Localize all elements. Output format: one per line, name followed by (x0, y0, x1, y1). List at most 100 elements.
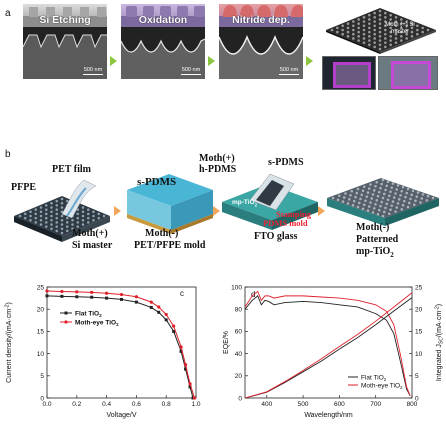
x-tick-label: 1.0 (191, 401, 200, 408)
legend-label: Moth-eye TiO2 (75, 320, 119, 328)
y-tick-label: 80 (235, 307, 243, 314)
data-point (105, 291, 109, 295)
pet-pfpe-mold-label: PET/PFPE mold (134, 240, 206, 251)
pfpe-peel-illustration (14, 179, 110, 242)
y2-tick-label: 10 (415, 351, 423, 358)
data-point (60, 294, 64, 298)
panel-c-letter: c (180, 289, 184, 298)
x-tick-label: 0.0 (42, 401, 51, 408)
plot-frame (244, 286, 413, 399)
oxidation-scale-bar: 500 nm (181, 67, 201, 75)
jv-chart: c 0.0 0.2 0.4 0.6 0.8 1.0 0 5 10 15 20 25 Voltage/V Cu… (5, 284, 201, 419)
data-point (179, 349, 183, 353)
si-etching-schematic: Si Etching (23, 4, 107, 27)
moth-master-3d-illustration (326, 8, 436, 54)
nitride-stage: Nitride dep. 500 nm (219, 4, 303, 79)
x-tick-label: 700 (370, 401, 381, 408)
x-tick-label: 0.6 (132, 401, 141, 408)
panel-d-letter: d (251, 290, 255, 299)
arrow-icon (306, 56, 313, 66)
y-tick-label: 15 (37, 329, 45, 336)
x-tick-label: 400 (261, 401, 272, 408)
nitride-label: Nitride dep. (232, 14, 290, 26)
arrow-icon (213, 206, 220, 216)
y-axis-label: Current density/(mA·cm-2) (5, 302, 14, 383)
nitride-sem-image: 500 nm (219, 27, 303, 79)
panel-a-letter: a (5, 8, 11, 19)
data-point (172, 329, 176, 333)
y-tick-label: 10 (37, 351, 45, 358)
y2-tick-label: 20 (415, 307, 423, 314)
y-tick-label: 100 (231, 284, 242, 291)
patterned-label: Patterned (356, 234, 399, 245)
x-tick-label: 0.4 (102, 401, 111, 408)
pdms-on-mold-illustration (127, 174, 213, 234)
panel-b-letter: b (5, 149, 11, 160)
arrow-icon (110, 56, 117, 66)
x-axis-label: Wavelength/nm (304, 412, 353, 419)
stamping-illustration (222, 173, 318, 230)
patterned-tio2-illustration (327, 178, 439, 226)
data-point (164, 318, 168, 322)
y2-tick-label: 25 (415, 284, 423, 291)
nitride-scale-bar: 500 nm (279, 67, 299, 75)
oxidation-sem-image: 500 nm (121, 27, 205, 79)
data-point (45, 289, 49, 293)
moth-master-label: Moth (+) Si master (385, 22, 415, 35)
data-point (75, 295, 79, 299)
si-etching-sem-image: 500 nm (23, 27, 107, 79)
series-line-0 (244, 295, 411, 396)
legend-marker (64, 311, 68, 315)
plot-frame (46, 286, 197, 399)
data-point (105, 296, 109, 300)
data-point (134, 300, 138, 304)
data-point (90, 295, 94, 299)
moth-si-master: Moth (+) Si master (318, 4, 442, 90)
y-tick-label: 40 (235, 351, 243, 358)
data-point (149, 305, 153, 309)
nitride-schematic: Nitride dep. (219, 4, 303, 27)
mp-tio2-layer-label: mp-TiO2 (232, 199, 258, 208)
data-point (184, 367, 188, 371)
data-point (172, 324, 176, 328)
arrow-icon (114, 206, 121, 216)
y-tick-label: 0 (40, 395, 44, 402)
arrow-icon (318, 206, 325, 216)
si-etching-stage: Si Etching 500 nm (23, 4, 107, 79)
y-tick-label: 20 (235, 373, 243, 380)
y-tick-label: 60 (235, 329, 243, 336)
moth-plus-h-pdms-label-1: Moth(+) (199, 153, 235, 164)
si-master-label: Si master (72, 240, 113, 251)
y-axis-label: EQE/% (223, 331, 230, 354)
y-tick-label: 20 (37, 307, 45, 314)
data-point (192, 396, 197, 400)
series-line-2 (244, 297, 413, 399)
legend-label: Flat TiO2 (75, 311, 102, 319)
data-point (75, 290, 79, 294)
legend-label: Moth-eye TiO2 (361, 383, 403, 391)
x-tick-label: 600 (334, 401, 345, 408)
data-point (45, 294, 49, 298)
data-point (90, 290, 94, 294)
y2-axis-label: Integrated JSC/(mA·cm-2) (435, 304, 445, 381)
moth-minus-label: Moth(-) (145, 228, 179, 239)
data-point (188, 385, 192, 389)
s-pdms-label-2: s-PDMS (268, 157, 304, 168)
oxidation-stage: Oxidation 500 nm (121, 4, 205, 79)
data-point (179, 345, 183, 349)
h-pdms-label: h-PDMS (199, 164, 237, 175)
data-point (120, 297, 123, 301)
pdms-mold-label: PDMS mold (263, 218, 308, 228)
y2-tick-label: 5 (415, 373, 419, 380)
x-tick-label: 0.2 (72, 401, 81, 408)
series-line-3 (244, 292, 413, 399)
series-line-1 (244, 290, 411, 396)
pet-film-label: PET film (52, 164, 91, 175)
patterned-moth-minus-label: Moth(-) (356, 222, 390, 233)
x-tick-label: 800 (407, 401, 418, 408)
si-etching-scale-bar: 500 nm (83, 67, 103, 75)
si-etching-label: Si Etching (39, 14, 91, 26)
wafer-photo-1 (322, 56, 376, 90)
data-point (157, 305, 161, 309)
